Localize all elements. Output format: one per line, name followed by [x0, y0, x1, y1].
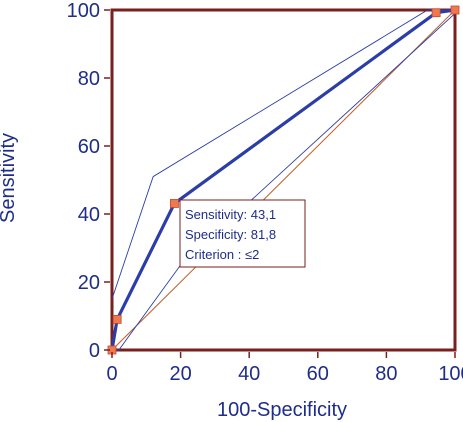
roc-point-1 [112, 314, 122, 324]
y-tick-label-0: 0 [89, 340, 100, 362]
y-tick-label-1: 20 [78, 272, 100, 294]
roc-point-2 [170, 199, 179, 208]
y-tick-label-3: 60 [78, 136, 100, 158]
y-tick-label-2: 40 [78, 204, 100, 226]
roc-point-4 [450, 5, 460, 15]
reference-diagonal [111, 9, 456, 351]
x-tick-label-0: 0 [106, 363, 117, 385]
x-tick-label-5: 100 [438, 363, 463, 385]
x-tick-label-2: 40 [238, 363, 260, 385]
y-tick-label-5: 100 [67, 0, 100, 22]
info-criterion: Criterion : ≤2 [185, 247, 259, 262]
info-sensitivity: Sensitivity: 43,1 [185, 207, 276, 222]
ci-upper-line [111, 9, 455, 300]
plot-area [107, 5, 460, 355]
y-axis-title: Sensitivity [0, 133, 19, 223]
roc-point-3 [431, 8, 441, 18]
info-specificity: Specificity: 81,8 [185, 227, 276, 242]
x-tick-label-3: 60 [307, 363, 329, 385]
info-box: Sensitivity: 43,1 Specificity: 81,8 Crit… [179, 199, 306, 268]
x-tick-label-4: 80 [375, 363, 397, 385]
info-box-frame [179, 199, 306, 268]
y-tick-label-4: 80 [78, 68, 100, 90]
x-axis-title: 100-Specificity [217, 399, 347, 421]
axis-ticks: 0 20 40 60 80 100 0 20 40 60 80 100 [67, 0, 463, 385]
x-tick-label-1: 20 [169, 363, 191, 385]
